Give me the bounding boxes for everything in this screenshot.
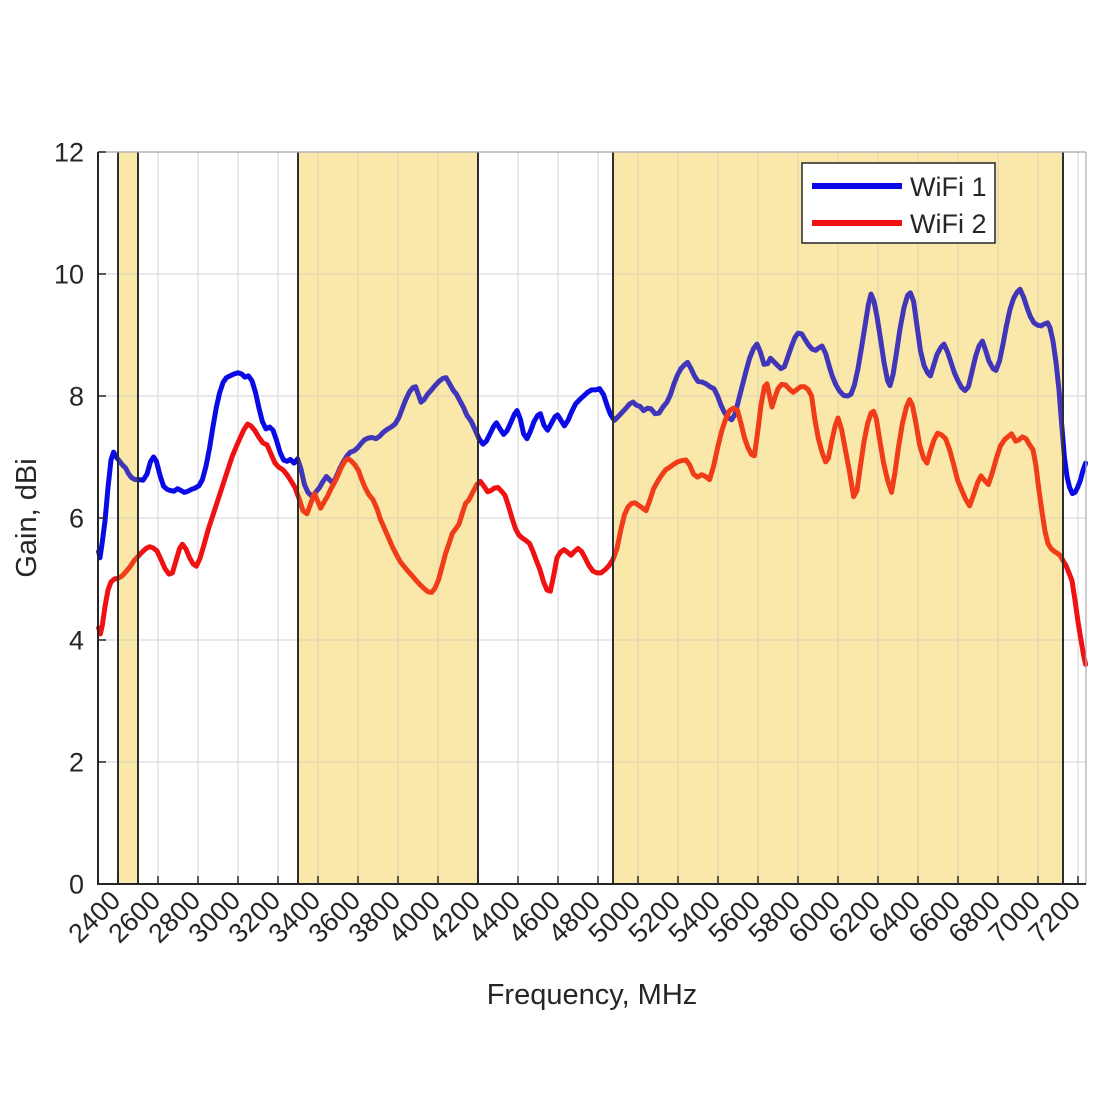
y-tick-label: 8 — [69, 382, 84, 412]
y-tick-label: 12 — [54, 138, 84, 168]
shaded-band-overlay-1 — [118, 152, 138, 884]
legend-box — [801, 162, 996, 244]
x-tick-labels: 2400260028003000320034003600380040004200… — [63, 885, 1087, 949]
y-tick-label: 0 — [69, 870, 84, 900]
y-tick-label: 6 — [69, 504, 84, 534]
series-lines — [96, 286, 1089, 667]
axes-frame — [97, 151, 1087, 885]
plot-area: 2400260028003000320034003600380040004200… — [54, 138, 1089, 949]
y-tick-labels: 0 2 4 6 8 10 12 — [54, 138, 84, 900]
legend: WiFi 1 WiFi 2 — [801, 162, 996, 244]
y-tick-label: 4 — [69, 626, 84, 656]
series-line-wifi-1 — [96, 286, 1089, 561]
x-axis-label: Frequency, MHz — [487, 979, 698, 1011]
shaded-band-overlay-2 — [298, 152, 478, 884]
y-tick-label: 2 — [69, 748, 84, 778]
y-axis-label: Gain, dBi — [11, 458, 43, 577]
y-tick-label: 10 — [54, 260, 84, 290]
series-line-wifi-2 — [96, 381, 1089, 667]
legend-label-wifi-2: WiFi 2 — [910, 209, 987, 239]
legend-label-wifi-1: WiFi 1 — [910, 172, 987, 202]
shaded-band-overlay-3 — [613, 152, 1063, 884]
shaded-band-overlays — [118, 152, 1063, 884]
band-edge-lines — [117, 152, 1064, 884]
